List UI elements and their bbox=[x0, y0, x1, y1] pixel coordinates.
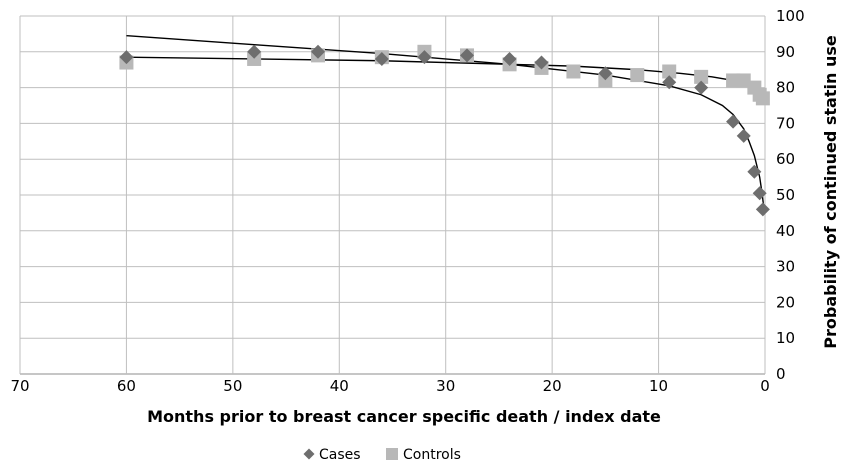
controls-point bbox=[736, 73, 751, 88]
cases-point bbox=[747, 164, 762, 179]
controls-point bbox=[662, 64, 677, 79]
controls-point bbox=[694, 69, 709, 84]
legend-controls-marker bbox=[386, 448, 398, 460]
y-tick-label: 40 bbox=[776, 222, 795, 240]
y-tick-label: 80 bbox=[776, 79, 795, 97]
controls-point bbox=[247, 51, 262, 66]
cases-point bbox=[694, 80, 709, 95]
legend-controls-label: Controls bbox=[403, 447, 461, 463]
x-tick-label: 20 bbox=[543, 377, 562, 395]
cases-point bbox=[736, 128, 751, 143]
data-points bbox=[119, 44, 770, 217]
legend: Cases Controls bbox=[303, 447, 461, 463]
x-tick-label: 50 bbox=[223, 377, 242, 395]
cases-point bbox=[752, 186, 767, 201]
cases-point bbox=[311, 44, 325, 59]
controls-point bbox=[726, 73, 741, 88]
y-tick-label: 50 bbox=[776, 186, 795, 204]
cases-point bbox=[726, 114, 741, 129]
x-tick-label: 30 bbox=[436, 377, 455, 395]
y-tick-label: 10 bbox=[776, 329, 795, 347]
cases-point bbox=[119, 50, 134, 65]
cases-point bbox=[247, 44, 262, 59]
controls-point bbox=[630, 68, 645, 83]
controls-point bbox=[755, 91, 770, 106]
cases-point bbox=[755, 202, 770, 217]
cases-point bbox=[417, 50, 432, 65]
x-tick-label: 60 bbox=[117, 377, 136, 395]
y-tick-label: 70 bbox=[776, 114, 795, 132]
cases-point bbox=[502, 51, 517, 66]
x-axis-title: Months prior to breast cancer specific d… bbox=[147, 407, 661, 426]
x-tick-label: 40 bbox=[330, 377, 349, 395]
x-ticks: 70 60 50 40 30 20 10 0 bbox=[10, 377, 769, 395]
y-tick-label: 100 bbox=[776, 7, 805, 25]
grid bbox=[19, 15, 766, 375]
y-axis-title: Probability of continued statin use bbox=[821, 35, 840, 349]
cases-point bbox=[374, 51, 389, 66]
y-tick-label: 20 bbox=[776, 293, 795, 311]
y-tick-label: 0 bbox=[776, 365, 786, 383]
y-tick-label: 30 bbox=[776, 258, 795, 276]
cases-point bbox=[662, 75, 677, 90]
y-tick-label: 60 bbox=[776, 150, 795, 168]
controls-point bbox=[566, 64, 581, 79]
cases-point bbox=[534, 55, 549, 70]
x-tick-label: 0 bbox=[760, 377, 770, 395]
cases-point bbox=[460, 48, 474, 63]
trendline bbox=[126, 34, 765, 210]
controls-point bbox=[598, 73, 613, 88]
y-ticks: 0 10 20 30 40 50 60 70 80 90 100 bbox=[776, 7, 805, 383]
cases-point bbox=[598, 66, 613, 81]
legend-cases-marker bbox=[303, 448, 315, 460]
x-tick-label: 70 bbox=[10, 377, 29, 395]
legend-cases-label: Cases bbox=[319, 447, 361, 463]
y-tick-label: 90 bbox=[776, 43, 795, 61]
x-tick-label: 10 bbox=[649, 377, 668, 395]
